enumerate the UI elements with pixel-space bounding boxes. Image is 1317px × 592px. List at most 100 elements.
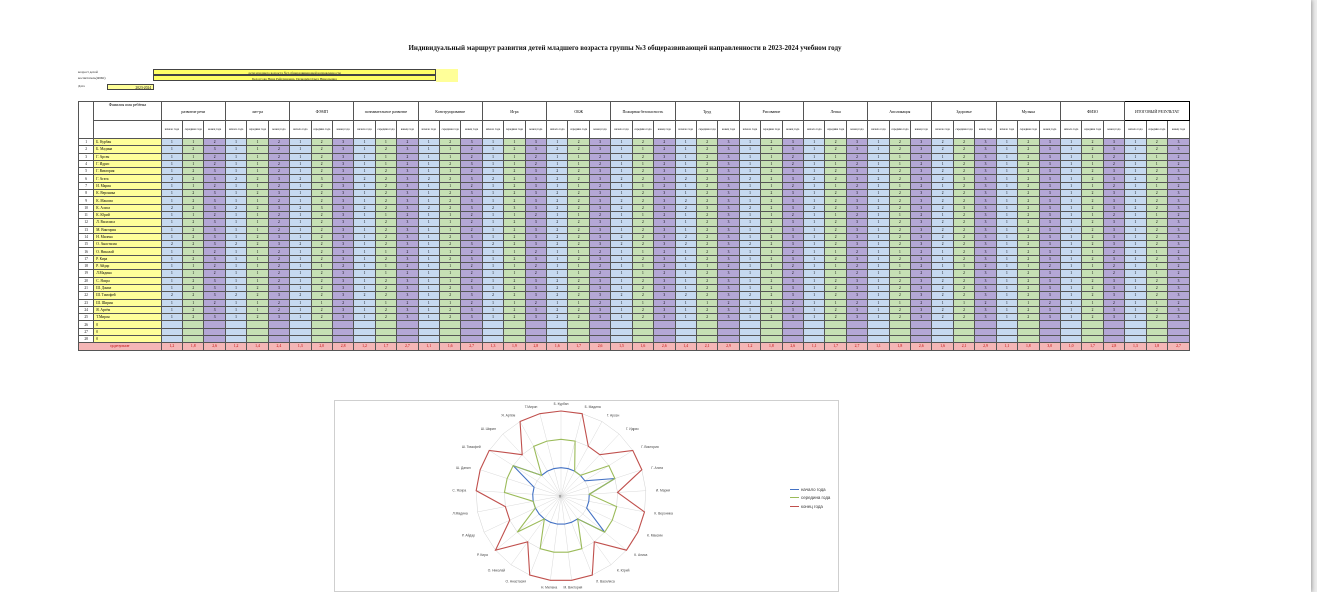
score-cell: 1: [1059, 247, 1083, 256]
score-cell: 1: [867, 218, 890, 227]
score-cell: 2: [888, 240, 912, 249]
score-cell: [460, 320, 483, 329]
score-cell: 1: [674, 269, 697, 278]
score-cell: 3: [588, 305, 612, 315]
score-cell: 2: [1166, 181, 1191, 191]
score-cell: 1: [546, 152, 569, 161]
score-cell: 3: [331, 283, 355, 293]
score-cell: 3: [781, 225, 805, 234]
score-cell: 2: [952, 313, 976, 322]
score-cell: 2: [588, 181, 612, 191]
score-cell: 2: [546, 305, 569, 315]
score-cell: 2: [310, 240, 333, 249]
score-cell: 2: [695, 247, 719, 256]
score-cell: 1: [631, 210, 655, 220]
score-cell: 3: [717, 152, 740, 161]
score-cell: 3: [717, 247, 740, 256]
score-cell: 2: [931, 305, 954, 315]
row-number: 8: [77, 189, 95, 198]
average-cell: 1,4: [246, 342, 269, 352]
score-cell: [567, 327, 590, 337]
score-cell: 1: [503, 137, 526, 147]
score-cell: 3: [267, 232, 291, 242]
score-cell: 1: [738, 210, 762, 220]
row-number: 25: [77, 313, 95, 322]
score-cell: 1: [374, 262, 398, 271]
score-cell: 2: [546, 167, 569, 176]
period-subheader: конец года: [203, 120, 226, 139]
score-cell: 2: [695, 240, 719, 249]
score-cell: 3: [1102, 203, 1126, 212]
score-cell: 2: [1017, 152, 1040, 161]
score-cell: 2: [546, 218, 569, 227]
score-cell: 3: [653, 174, 676, 183]
score-cell: 1: [695, 262, 719, 271]
score-cell: 2: [267, 210, 291, 220]
score-cell: 2: [203, 269, 226, 278]
score-cell: 1: [417, 232, 440, 242]
score-cell: 3: [203, 225, 226, 234]
score-cell: 2: [824, 167, 847, 176]
score-cell: [310, 320, 333, 329]
score-cell: 3: [717, 291, 740, 300]
score-cell: 1: [481, 181, 505, 191]
score-cell: [182, 320, 205, 329]
score-cell: 2: [845, 152, 869, 161]
score-cell: 3: [781, 313, 805, 322]
score-cell: 2: [396, 159, 419, 169]
average-cell: 2,1: [695, 342, 719, 352]
score-cell: [1038, 320, 1061, 329]
score-cell: 1: [738, 305, 762, 315]
score-cell: [546, 334, 569, 344]
axis-tick-label: 0: [559, 495, 561, 499]
results-table: Фамилия имя ребёнка развитие речи лит-ра ФЭ…: [77, 101, 1191, 352]
period-subheader: середина года: [952, 120, 976, 139]
score-cell: 2: [888, 137, 912, 147]
score-cell: 1: [160, 269, 184, 278]
score-cell: 1: [417, 210, 440, 220]
score-cell: 1: [867, 181, 890, 191]
score-cell: 3: [203, 283, 226, 293]
score-cell: 2: [374, 218, 398, 227]
score-cell: [674, 327, 697, 337]
score-cell: 1: [1059, 181, 1083, 191]
score-cell: 1: [888, 210, 912, 220]
table-row: 24 Я. Артём 1 2 3 1 1 2 1 2 3 1 2 3 1 2 3 1 2 3 2 2 3 1 2 3 1 2 3 1 2 3…: [77, 305, 1191, 315]
legend-entry: конец года: [790, 502, 830, 511]
score-cell: [567, 334, 590, 344]
score-cell: 3: [974, 240, 997, 249]
score-cell: 2: [588, 247, 612, 256]
score-cell: [546, 320, 569, 329]
score-cell: 2: [781, 159, 805, 169]
score-cell: 3: [331, 159, 355, 169]
score-cell: 1: [888, 269, 912, 278]
score-cell: 1: [631, 298, 655, 307]
score-cell: 1: [224, 167, 248, 176]
score-cell: 1: [353, 247, 376, 256]
score-cell: 2: [438, 196, 462, 205]
score-cell: [417, 334, 440, 344]
score-cell: 1: [417, 305, 440, 315]
child-name: Р. Айдар: [93, 262, 162, 271]
score-cell: 2: [845, 247, 869, 256]
score-cell: 2: [653, 262, 676, 271]
score-cell: 2: [182, 240, 205, 249]
score-cell: 1: [567, 181, 590, 191]
score-cell: 3: [910, 174, 933, 183]
score-cell: 1: [289, 276, 312, 285]
table-row: 23 Ш. Ширин 1 1 2 1 1 2 1 1 2 1 1 2 1 1 2 1 1 2 1 1 2 1 1 2 1 1 2 1 1 2…: [77, 298, 1191, 307]
score-cell: 2: [802, 174, 826, 183]
score-cell: 1: [481, 232, 505, 242]
score-cell: 1: [610, 225, 633, 234]
score-cell: 2: [1166, 159, 1191, 169]
legend-label: конец года: [801, 503, 823, 509]
score-cell: 2: [438, 232, 462, 242]
score-cell: 1: [567, 269, 590, 278]
average-cell: 1,2: [353, 342, 376, 352]
score-cell: 2: [503, 254, 526, 264]
table-row: 4 Г. Идрис 1 1 2 1 1 2 1 2 3 1 1 2 1 2 3 1 1 2 1 1 2 1 1 2 1 2 3 1 1 2 1…: [77, 159, 1191, 169]
score-cell: 3: [588, 225, 612, 234]
score-cell: 1: [224, 283, 248, 293]
period-subheader: середина года: [503, 120, 526, 139]
score-cell: 3: [203, 218, 226, 227]
